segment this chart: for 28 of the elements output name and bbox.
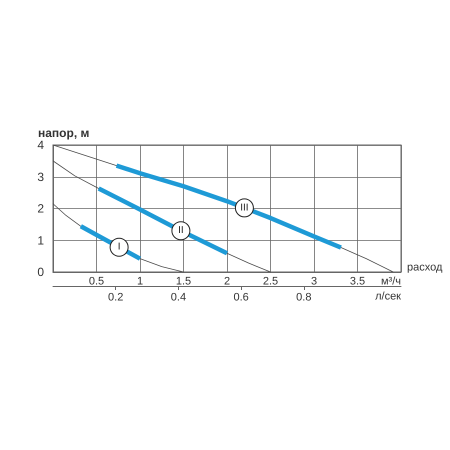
point [110,238,129,257]
line-series [114,163,344,250]
x2-tick-label: 0.4 [170,292,186,304]
x-tick-label: 0.5 [88,276,104,288]
x2-tick-label: 0.8 [296,292,312,304]
x2-axis-title: л/сек [375,290,402,302]
y-tick-label: 0 [37,265,44,279]
x2-tick-label: 0.6 [233,292,249,304]
series-label: I [118,242,121,253]
line-series [96,186,230,256]
y-tick-label: 3 [37,170,44,184]
text: расход [407,262,443,274]
point [171,221,190,240]
x-tick-label: 2.5 [262,276,278,288]
x2-tick-label: 0.2 [108,292,124,304]
x-axis-title: м³/ч [380,276,401,288]
y-axis-title: напор, м [38,126,90,140]
y-tick-label: 1 [37,233,44,248]
line-series [78,224,142,261]
y-tick-label: 4 [37,138,44,152]
x-tick-label: 2 [224,276,230,288]
x-tick-label: 3.5 [350,276,366,288]
x-tick-label: 1.5 [176,276,192,288]
x-tick-label: 1 [136,276,144,288]
y-tick-label: 2 [37,202,44,216]
x-tick-label: 3 [310,276,318,288]
series-label: II [178,225,184,236]
series-label: III [240,202,249,214]
